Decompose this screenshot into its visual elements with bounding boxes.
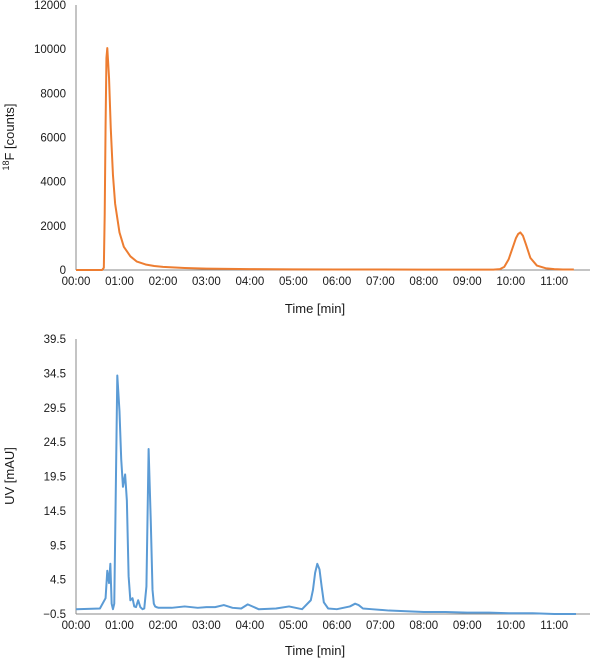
x-tick-labels: 00:00 01:00 02:00 03:00 04:00 05:00 06:00 07:00… xyxy=(62,276,569,288)
x-tick-label: 03:00 xyxy=(192,276,221,288)
y-tick-label: −0.5 xyxy=(43,609,66,621)
chart-18f-counts: 0 2000 4000 6000 8000 10000 12000 00:00 01:00 02… xyxy=(1,0,590,316)
x-tick-label: 03:00 xyxy=(192,620,221,632)
x-tick-label: 02:00 xyxy=(149,620,178,632)
x-tick-label: 10:00 xyxy=(496,276,525,288)
x-tick-label: 01:00 xyxy=(105,276,134,288)
x-tick-label: 08:00 xyxy=(409,620,438,632)
x-tick-label: 11:00 xyxy=(540,276,568,288)
y-tick-label: 14.5 xyxy=(44,506,66,518)
x-tick-label: 04:00 xyxy=(236,276,265,288)
y-tick-label: 4.5 xyxy=(50,575,66,587)
y-tick-label: 10000 xyxy=(34,44,66,56)
y-tick-label: 24.5 xyxy=(44,437,66,449)
y-tick-label: 2000 xyxy=(40,221,66,233)
x-tick-label: 11:00 xyxy=(540,620,568,632)
y-tick-label: 19.5 xyxy=(44,472,66,484)
x-axis-title: Time [min] xyxy=(285,643,345,658)
y-tick-label: 4000 xyxy=(40,177,66,189)
y-axis-title-text: F [counts] xyxy=(2,103,17,160)
x-tick-label: 08:00 xyxy=(409,276,438,288)
x-tick-label: 00:00 xyxy=(62,276,91,288)
x-axis-title: Time [min] xyxy=(285,301,345,316)
x-tick-label: 05:00 xyxy=(279,620,308,632)
x-tick-label: 00:00 xyxy=(62,620,91,632)
y-tick-label: 9.5 xyxy=(50,540,66,552)
y-tick-label: 39.5 xyxy=(44,334,66,346)
x-tick-label: 05:00 xyxy=(279,276,308,288)
x-tick-label: 10:00 xyxy=(496,620,525,632)
chart-uv-mau: −0.5 4.5 9.5 14.5 19.5 24.5 29.5 34.5 39.5 00:00… xyxy=(2,334,590,658)
y-axis-title-superscript: 18 xyxy=(1,161,11,171)
y-tick-labels: 0 2000 4000 6000 8000 10000 12000 xyxy=(34,0,66,277)
x-tick-label: 01:00 xyxy=(105,620,134,632)
y-tick-label: 8000 xyxy=(40,88,66,100)
x-tick-label: 07:00 xyxy=(366,620,395,632)
y-axis-title: 18F [counts] xyxy=(1,103,17,170)
y-tick-label: 34.5 xyxy=(44,368,66,380)
y-tick-labels: −0.5 4.5 9.5 14.5 19.5 24.5 29.5 34.5 39.5 xyxy=(43,334,66,621)
series-line-uv xyxy=(75,374,576,615)
x-tick-label: 06:00 xyxy=(322,620,351,632)
x-tick-label: 09:00 xyxy=(453,276,482,288)
x-tick-label: 09:00 xyxy=(453,620,482,632)
y-tick-label: 29.5 xyxy=(44,403,66,415)
series-line-18f xyxy=(76,47,574,271)
x-tick-label: 06:00 xyxy=(322,276,351,288)
y-tick-label: 12000 xyxy=(34,0,66,12)
y-tick-label: 6000 xyxy=(40,133,66,145)
y-axis-title: UV [mAU] xyxy=(2,447,17,505)
x-tick-labels: 00:00 01:00 02:00 03:00 04:00 05:00 06:00 07:00… xyxy=(62,620,569,632)
y-tick-label: 0 xyxy=(60,265,66,277)
x-tick-label: 02:00 xyxy=(149,276,178,288)
x-tick-label: 04:00 xyxy=(236,620,265,632)
x-tick-label: 07:00 xyxy=(366,276,395,288)
